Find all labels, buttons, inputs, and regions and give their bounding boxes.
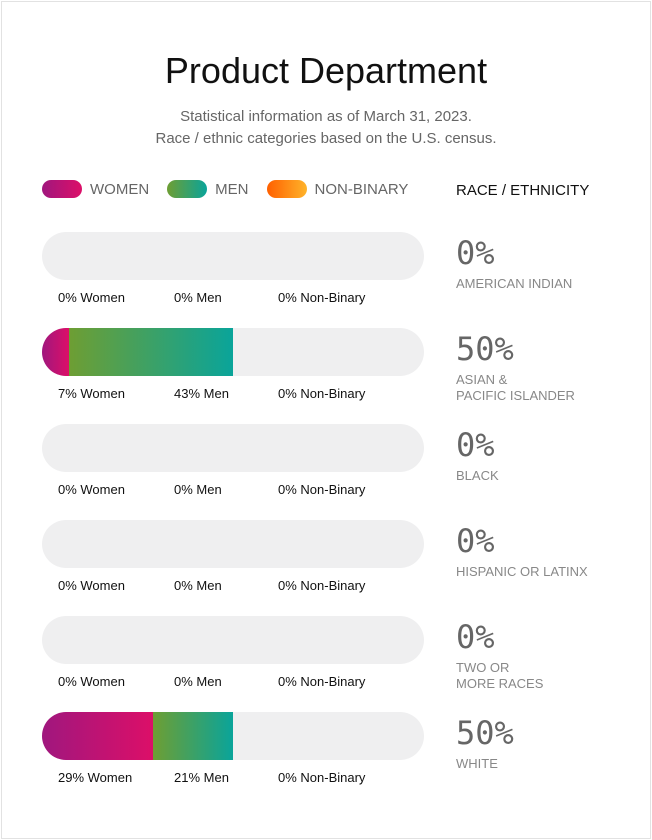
bar-segment-women	[42, 712, 153, 760]
race-category: ASIAN & PACIFIC ISLANDER	[456, 372, 646, 404]
race-total: 0%	[456, 618, 495, 656]
segment-label: 0% Women	[58, 290, 125, 305]
race-row: 0% Women 0% Men 0% Non-Binary 0% TWO OR MORE …	[0, 616, 652, 712]
legend-item-women: WOMEN	[42, 180, 149, 198]
race-total: 50%	[456, 330, 514, 368]
segment-label: 0% Non-Binary	[278, 770, 366, 785]
legend-label: WOMEN	[90, 180, 150, 198]
race-row: 0% Women 0% Men 0% Non-Binary 0% BLACK	[0, 424, 652, 520]
segment-label: 0% Men	[174, 290, 222, 305]
segment-label: 21% Men	[174, 770, 229, 785]
segment-label: 0% Men	[174, 482, 222, 497]
race-total: 0%	[456, 234, 495, 272]
race-total: 50%	[456, 714, 514, 752]
bar-track	[42, 712, 424, 760]
segment-label: 0% Men	[174, 578, 222, 593]
segment-label: 0% Men	[174, 674, 222, 689]
race-row: 0% Women 0% Men 0% Non-Binary 0% AMERICAN IN…	[0, 232, 652, 328]
segment-label: 0% Non-Binary	[278, 482, 366, 497]
race-category: TWO OR MORE RACES	[456, 660, 646, 692]
race-row: 0% Women 0% Men 0% Non-Binary 0% HISPANIC OR…	[0, 520, 652, 616]
bar-track	[42, 520, 424, 568]
race-category-line: PACIFIC ISLANDER	[456, 388, 575, 403]
segment-label: 7% Women	[58, 386, 125, 401]
segment-label: 0% Non-Binary	[278, 578, 366, 593]
legend-item-men: MEN	[167, 180, 249, 198]
segment-label: 0% Women	[58, 578, 125, 593]
race-category-line: ASIAN &	[456, 372, 508, 387]
bar-track	[42, 328, 424, 376]
legend-swatch	[266, 180, 307, 198]
bar-track	[42, 232, 424, 280]
bar-segment-men	[152, 712, 233, 760]
legend-label: MEN	[215, 180, 249, 198]
race-category: HISPANIC OR LATINX	[456, 564, 588, 579]
legend-swatch	[42, 180, 82, 198]
bar-segment-men	[68, 328, 233, 376]
bar-track	[42, 616, 424, 664]
race-category-line: TWO OR	[456, 660, 510, 675]
subtitle-line-2: Race / ethnic categories based on the U.…	[155, 130, 497, 147]
segment-label: 0% Non-Binary	[278, 674, 366, 689]
segment-label: 0% Women	[58, 482, 125, 497]
legend: WOMEN MEN NON-BINARY	[42, 180, 426, 198]
race-category: WHITE	[456, 756, 498, 771]
race-category-line: MORE RACES	[456, 676, 544, 691]
subtitle-line-1: Statistical information as of March 31, …	[180, 108, 472, 125]
legend-item-non-binary: NON-BINARY	[266, 180, 409, 198]
race-total: 0%	[456, 522, 495, 560]
race-row: 29% Women 21% Men 0% Non-Binary 50% WHITE	[0, 712, 652, 808]
race-row: 7% Women 43% Men 0% Non-Binary 50% ASIAN & PA…	[0, 328, 652, 424]
race-category: AMERICAN INDIAN	[456, 276, 573, 291]
segment-label: 43% Men	[174, 386, 229, 401]
bar-segment-women	[42, 328, 69, 376]
legend-swatch	[167, 180, 208, 198]
bar-track	[42, 424, 424, 472]
segment-label: 0% Women	[58, 674, 125, 689]
legend-label: NON-BINARY	[314, 180, 409, 198]
segment-label: 0% Non-Binary	[278, 386, 366, 401]
segment-label: 0% Non-Binary	[278, 290, 366, 305]
race-total: 0%	[456, 426, 495, 464]
page-title: Product Department	[164, 50, 488, 91]
race-category: BLACK	[456, 468, 499, 483]
segment-label: 29% Women	[58, 770, 133, 785]
race-heading: RACE / ETHNICITY	[456, 182, 590, 199]
